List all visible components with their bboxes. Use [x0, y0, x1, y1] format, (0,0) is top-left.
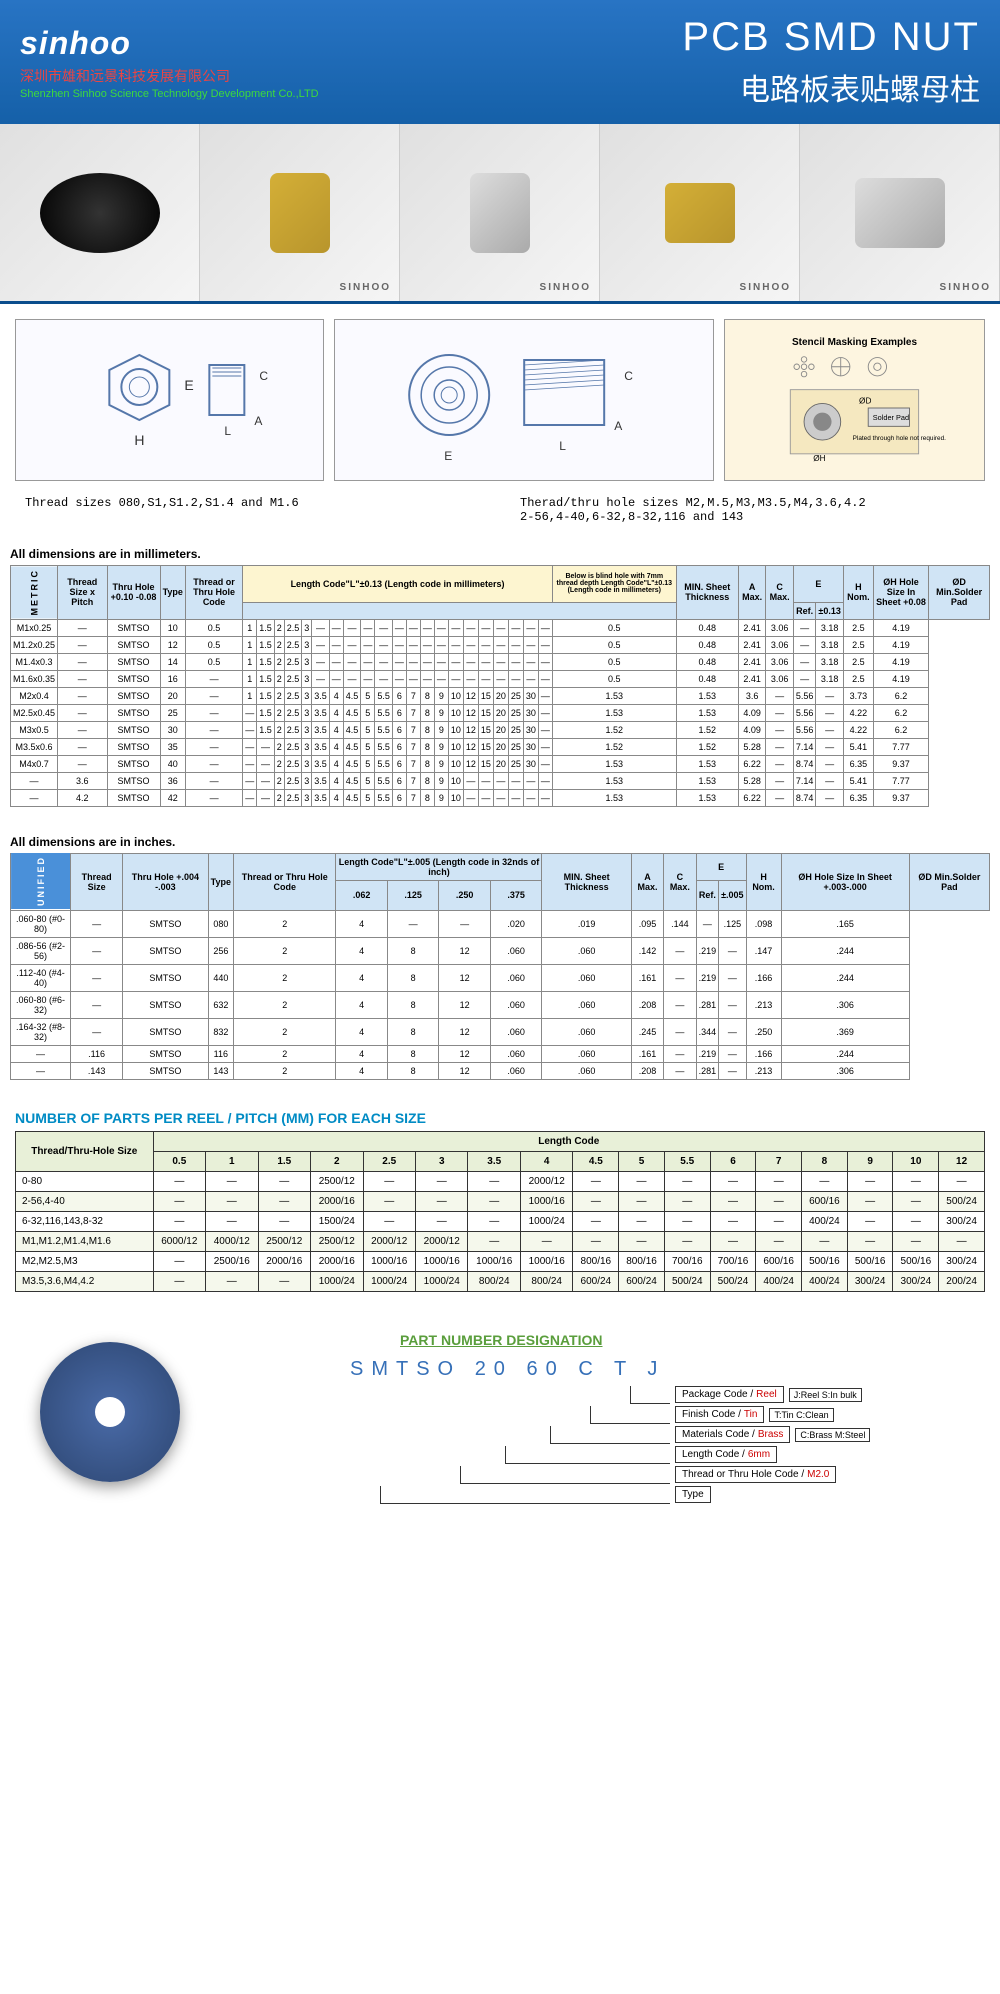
- table-row: M3x0.5—SMTSO30——1.522.533.544.555.567891…: [11, 721, 990, 738]
- company-name-cn: 深圳市雄和远景科技发展有限公司: [20, 66, 319, 86]
- table-row: —4.2SMTSO42———22.533.544.555.5678910————…: [11, 789, 990, 806]
- title-area: PCB SMD NUT 电路板表贴螺母柱: [682, 15, 980, 109]
- unified-tab: UNIFIED: [11, 853, 71, 910]
- part-designation: PART NUMBER DESIGNATION SMTSO 20 60 C T …: [250, 1332, 980, 1506]
- table-row: —.143SMTSO14324812.060.060.208—.281—.213…: [11, 1062, 990, 1079]
- stencil-diagram: Stencil Masking Examples ØD Solder Pad P…: [724, 319, 985, 481]
- svg-text:C: C: [259, 369, 268, 383]
- table-row: 6-32,116,143,8-32———1500/24———1000/24———…: [16, 1211, 985, 1231]
- product-image: SINHOO: [400, 124, 600, 301]
- product-title-en: PCB SMD NUT: [682, 15, 980, 60]
- round-nut-diagram: E C L A: [334, 319, 714, 481]
- product-images-strip: SINHOO SINHOO SINHOO SINHOO: [0, 124, 1000, 304]
- thread-note-left: Thread sizes 080,S1,S1.2,S1.4 and M1.6: [25, 496, 480, 524]
- table-row: .112-40 (#4-40)—SMTSO44024812.060.060.16…: [11, 964, 990, 991]
- svg-text:H: H: [134, 432, 144, 448]
- reel-product-image: [20, 1332, 220, 1482]
- svg-text:C: C: [624, 369, 633, 383]
- table-row: M2,M2.5,M3—2500/162000/162000/161000/161…: [16, 1251, 985, 1271]
- table-row: —3.6SMTSO36———22.533.544.555.5678910————…: [11, 772, 990, 789]
- brand-mark: SINHOO: [340, 282, 391, 293]
- logo-text: sinhoo: [20, 25, 319, 62]
- table-row: M1.4x0.3—SMTSO140.511.522.53————————————…: [11, 653, 990, 670]
- part-tree-row: Length Code /6mm: [350, 1446, 980, 1464]
- technical-diagrams: E H C L A E C L A Stencil Masking Exampl…: [0, 304, 1000, 496]
- part-tree-row: Thread or Thru Hole Code /M2.0: [350, 1466, 980, 1484]
- product-image: SINHOO: [600, 124, 800, 301]
- product-image: SINHOO: [200, 124, 400, 301]
- table-row: M1,M1.2,M1.4,M1.66000/124000/122500/1225…: [16, 1231, 985, 1251]
- table-row: M3.5x0.6—SMTSO35———22.533.544.555.567891…: [11, 738, 990, 755]
- svg-text:A: A: [254, 414, 262, 428]
- product-image: SINHOO: [800, 124, 1000, 301]
- part-code-tree: Package Code /ReelJ:Reel S:In bulk Finish…: [350, 1386, 980, 1504]
- metric-tab: METRIC: [11, 566, 58, 620]
- product-image: [0, 124, 200, 301]
- svg-text:E: E: [184, 377, 193, 393]
- thread-size-notes: Thread sizes 080,S1,S1.2,S1.4 and M1.6 T…: [0, 496, 1000, 539]
- svg-text:Solder Pad: Solder Pad: [873, 413, 909, 422]
- reel-section-title: NUMBER OF PARTS PER REEL / PITCH (MM) FO…: [0, 1100, 1000, 1131]
- table-row: M4x0.7—SMTSO40———22.533.544.555.56789101…: [11, 755, 990, 772]
- part-tree-row: Materials Code /BrassC:Brass M:Steel: [350, 1426, 980, 1444]
- part-tree-row: Package Code /ReelJ:Reel S:In bulk: [350, 1386, 980, 1404]
- company-name-en: Shenzhen Sinhoo Science Technology Devel…: [20, 88, 319, 100]
- svg-text:Plated through hole not requir: Plated through hole not required.: [853, 435, 947, 442]
- svg-text:L: L: [559, 439, 566, 453]
- svg-text:ØH: ØH: [813, 454, 825, 463]
- reel-table: Thread/Thru-Hole Size Length Code 0.511.…: [15, 1131, 985, 1292]
- table-row: M1x0.25—SMTSO100.511.522.53—————————————…: [11, 619, 990, 636]
- brand-mark: SINHOO: [540, 282, 591, 293]
- brand-mark: SINHOO: [740, 282, 791, 293]
- brand-mark: SINHOO: [940, 282, 991, 293]
- unified-section-label: All dimensions are in inches.: [0, 827, 1000, 853]
- table-row: .086-56 (#2-56)—SMTSO25624812.060.060.14…: [11, 937, 990, 964]
- svg-text:E: E: [444, 449, 452, 463]
- svg-text:A: A: [614, 419, 622, 433]
- part-tree-row: Finish Code /TinT:Tin C:Clean: [350, 1406, 980, 1424]
- part-tree-row: Type: [350, 1486, 980, 1504]
- header-banner: sinhoo 深圳市雄和远景科技发展有限公司 Shenzhen Sinhoo S…: [0, 0, 1000, 124]
- part-code-example: SMTSO 20 60 C T J: [350, 1358, 980, 1381]
- logo-area: sinhoo 深圳市雄和远景科技发展有限公司 Shenzhen Sinhoo S…: [20, 25, 319, 100]
- unified-table: UNIFIED Thread Size Thru Hole +.004 -.00…: [10, 853, 990, 1080]
- svg-text:L: L: [224, 424, 231, 438]
- stencil-title: Stencil Masking Examples: [792, 337, 917, 348]
- table-row: M2.5x0.45—SMTSO25——1.522.533.544.555.567…: [11, 704, 990, 721]
- table-row: .060-80 (#0-80)—SMTSO08024——.020.019.095…: [11, 910, 990, 937]
- table-row: .164-32 (#8-32)—SMTSO83224812.060.060.24…: [11, 1018, 990, 1045]
- table-row: —.116SMTSO11624812.060.060.161—.219—.166…: [11, 1045, 990, 1062]
- svg-text:ØD: ØD: [859, 396, 871, 405]
- hex-nut-diagram: E H C L A: [15, 319, 324, 481]
- part-designation-title: PART NUMBER DESIGNATION: [400, 1332, 980, 1348]
- table-row: M2x0.4—SMTSO20—11.522.533.544.555.567891…: [11, 687, 990, 704]
- table-row: .060-80 (#6-32)—SMTSO63224812.060.060.20…: [11, 991, 990, 1018]
- part-number-section: PART NUMBER DESIGNATION SMTSO 20 60 C T …: [0, 1312, 1000, 1526]
- table-row: 0-80———2500/12———2000/12—————————: [16, 1171, 985, 1191]
- table-row: M1.2x0.25—SMTSO120.511.522.53———————————…: [11, 636, 990, 653]
- table-row: M1.6x0.35—SMTSO16—11.522.53—————————————…: [11, 670, 990, 687]
- metric-table: METRIC Thread Size x Pitch Thru Hole +0.…: [10, 565, 990, 807]
- thread-note-right: Therad/thru hole sizes M2,M.5,M3,M3.5,M4…: [520, 496, 975, 524]
- table-row: 2-56,4-40———2000/16———1000/16—————600/16…: [16, 1191, 985, 1211]
- product-title-cn: 电路板表贴螺母柱: [682, 65, 980, 109]
- table-row: M3.5,3.6,M4,4.2———1000/241000/241000/248…: [16, 1271, 985, 1291]
- metric-section-label: All dimensions are in millimeters.: [0, 539, 1000, 565]
